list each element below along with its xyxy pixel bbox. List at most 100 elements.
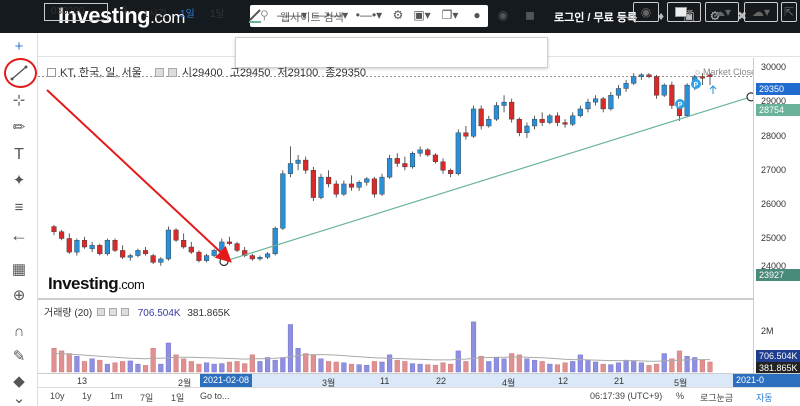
candle xyxy=(142,250,149,255)
candle xyxy=(425,149,431,156)
price-chart[interactable]: PP xyxy=(38,58,753,373)
volume-bar xyxy=(463,361,469,373)
fullscreen-icon[interactable]: ⇱ xyxy=(781,2,797,22)
legend-settings-icon[interactable] xyxy=(154,68,164,77)
auto-scale-toggle[interactable]: 자동 xyxy=(756,393,773,403)
template-icon[interactable]: ▣▾ xyxy=(413,8,431,22)
login-link[interactable]: 로그인 / 무료 등록 xyxy=(554,12,638,24)
range-start-label: 2021-02-08 xyxy=(200,374,253,387)
close-icon[interactable]: ✖ xyxy=(736,9,748,23)
candle xyxy=(646,74,652,77)
lock-drawing-toggle-icon[interactable]: ● xyxy=(473,8,481,22)
volume-hide-icon[interactable] xyxy=(108,308,117,316)
highlight-circle xyxy=(4,58,37,88)
camera-icon[interactable]: ◉ xyxy=(633,2,659,22)
line-start-icon[interactable]: •—•▾ xyxy=(355,8,383,22)
legend-hide-icon[interactable] xyxy=(167,68,177,77)
volume-bar xyxy=(89,358,95,373)
gear-icon[interactable]: ⚙ xyxy=(709,9,721,23)
range-1m[interactable]: 1m xyxy=(110,391,123,401)
volume-bar xyxy=(287,324,294,373)
drawing-properties-toolbar xyxy=(235,37,548,68)
pattern-icon[interactable]: ✦ xyxy=(12,172,26,189)
price-tick: 24000 xyxy=(761,261,787,271)
volume-bar xyxy=(219,363,225,373)
volume-close-icon[interactable] xyxy=(120,308,129,316)
volume-settings-icon[interactable] xyxy=(96,308,105,316)
measure-icon[interactable]: ≡ xyxy=(14,199,24,216)
lock-drawing-icon[interactable]: ✎ xyxy=(12,348,26,365)
candle xyxy=(707,74,713,77)
event-marker-label: P xyxy=(678,102,683,109)
site-search-input[interactable]: ⚲ 웹사이트 검색 xyxy=(250,5,488,27)
candle xyxy=(631,76,637,84)
line-style-icon[interactable]: —•—▾ xyxy=(313,8,349,22)
indicators-icon[interactable]: ▦ xyxy=(11,261,27,278)
volume-bar xyxy=(97,359,103,373)
candle xyxy=(486,118,492,127)
trash-icon[interactable]: ◼ xyxy=(525,8,535,22)
interval-input[interactable]: 5 xyxy=(122,5,128,16)
candle xyxy=(356,182,362,188)
candle xyxy=(89,245,95,249)
cloud-upload-icon[interactable]: ☁▾ xyxy=(744,2,778,22)
range-10y[interactable]: 10y xyxy=(50,391,65,401)
percent-toggle[interactable]: % xyxy=(676,391,685,401)
event-marker-label: P xyxy=(694,82,699,89)
volume-bar xyxy=(417,363,423,373)
color-picker[interactable]: ▾ xyxy=(667,2,701,22)
volume-bar xyxy=(524,358,530,373)
fib-icon[interactable]: ⊹ xyxy=(12,92,26,109)
symbol-input[interactable]: 030200 xyxy=(44,3,108,21)
text-icon[interactable]: T xyxy=(14,146,24,163)
lock-icon[interactable]: ◆ xyxy=(13,373,25,390)
volume-bar xyxy=(203,362,210,373)
volume-bar xyxy=(127,360,133,373)
volume-bar xyxy=(81,361,88,373)
candle xyxy=(440,161,446,171)
price-tick: 28000 xyxy=(761,131,787,141)
settings-icon[interactable]: ⚙ xyxy=(392,8,404,22)
range-1y[interactable]: 1y xyxy=(82,391,92,401)
briefcase-icon[interactable]: ▣ xyxy=(683,9,695,23)
volume-value-1: 706.504K xyxy=(137,308,181,319)
candle xyxy=(448,170,454,174)
line-width-icon[interactable]: ——▾ xyxy=(276,8,308,22)
visibility-icon[interactable]: ◉ xyxy=(497,8,509,22)
site-logo[interactable]: Investing.com xyxy=(58,3,185,28)
line-color-icon[interactable] xyxy=(247,7,263,23)
interval-1mo[interactable]: 1달 xyxy=(210,9,225,20)
volume-bar xyxy=(341,362,347,373)
candle xyxy=(455,132,461,174)
candle xyxy=(257,257,263,260)
candle xyxy=(661,84,667,96)
range-7d[interactable]: 7일 xyxy=(140,393,154,403)
candle xyxy=(409,153,416,168)
zoom-icon[interactable]: ⊕ xyxy=(12,287,26,304)
price-tick: 26000 xyxy=(761,199,787,209)
drawing-toolbar xyxy=(0,33,38,406)
candle xyxy=(234,243,240,251)
candle xyxy=(379,176,385,195)
volume-bar xyxy=(59,350,65,373)
clone-icon[interactable]: ❐▾ xyxy=(441,8,459,22)
cloud-download-icon[interactable]: ☁▾ xyxy=(705,2,739,22)
log-scale-toggle[interactable]: 로그눈금 xyxy=(700,393,734,403)
volume-bar xyxy=(615,362,622,373)
candle xyxy=(81,239,88,248)
candle xyxy=(493,105,499,120)
volume-badge-2: 381.865K xyxy=(756,362,800,374)
chevron-down-icon[interactable]: ⌄ xyxy=(12,390,26,406)
crosshair-icon[interactable]: + xyxy=(14,38,24,55)
interval-1h[interactable]: 1시간 xyxy=(143,9,167,20)
candle xyxy=(623,83,629,89)
collapse-icon[interactable] xyxy=(47,68,56,77)
goto-button[interactable]: Go to... xyxy=(200,391,230,401)
bell-icon[interactable]: ♦ xyxy=(657,9,665,23)
volume-bar xyxy=(326,361,332,373)
brush-icon[interactable]: ✏ xyxy=(12,119,26,136)
interval-1d[interactable]: 1일 xyxy=(180,9,195,20)
magnet-icon[interactable]: ∩ xyxy=(13,323,25,340)
back-arrow-icon[interactable]: ← xyxy=(10,225,28,245)
range-1d[interactable]: 1일 xyxy=(171,393,185,403)
